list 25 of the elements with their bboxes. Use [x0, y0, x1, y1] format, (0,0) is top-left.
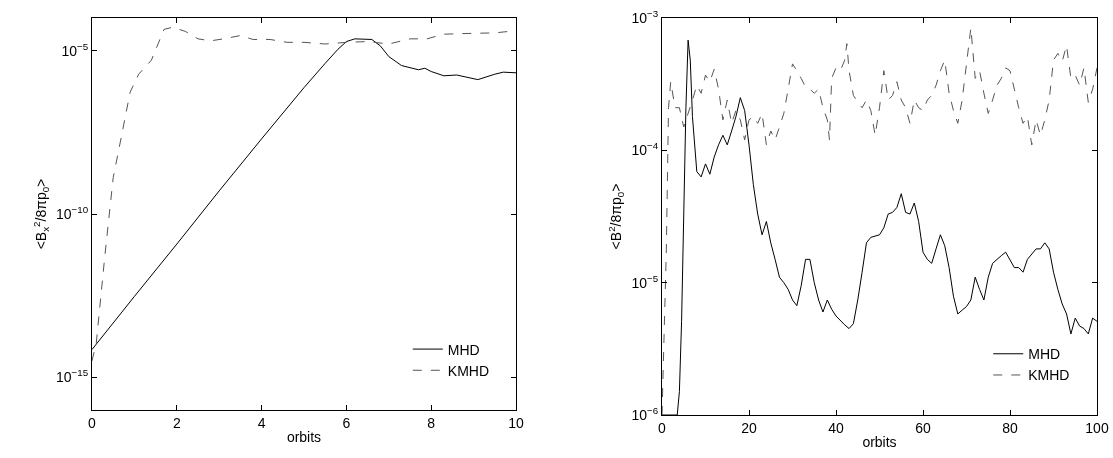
x-tick-label: 40 [828, 419, 844, 436]
x-tick-label: 4 [257, 414, 266, 431]
x-tick-label: 80 [1002, 419, 1018, 436]
x-tick-label: 60 [915, 419, 931, 436]
y-tick-label: 10$^{−5}$ [631, 272, 659, 291]
y-tick-label: 10$^{−10}$ [56, 204, 89, 222]
x-tick-label: 2 [172, 414, 181, 431]
y-tick-label: 10$^{−3}$ [631, 8, 659, 26]
x-axis-title: orbits [862, 434, 897, 451]
x-tick-label: 8 [427, 414, 436, 431]
y-tick-label: 10$^{−15}$ [56, 367, 89, 386]
legend-label: KMHD [1028, 367, 1070, 384]
x-tick-label: 100 [1085, 419, 1109, 436]
y-tick-label: 10$^{−4}$ [631, 140, 659, 159]
x-tick-label: 0 [658, 419, 667, 436]
x-axis-title: orbits [286, 429, 322, 446]
legend-label: MHD [447, 341, 480, 358]
x-tick-label: 0 [88, 414, 97, 431]
x-tick-label: 20 [741, 419, 757, 436]
x-tick-label: 6 [342, 414, 351, 431]
legend-label: KMHD [447, 362, 490, 379]
legend-label: MHD [1028, 346, 1061, 363]
y-tick-label: 10$^{−6}$ [631, 405, 659, 423]
x-tick-label: 10 [508, 414, 524, 431]
y-tick-label: 10$^{−5}$ [61, 40, 89, 59]
